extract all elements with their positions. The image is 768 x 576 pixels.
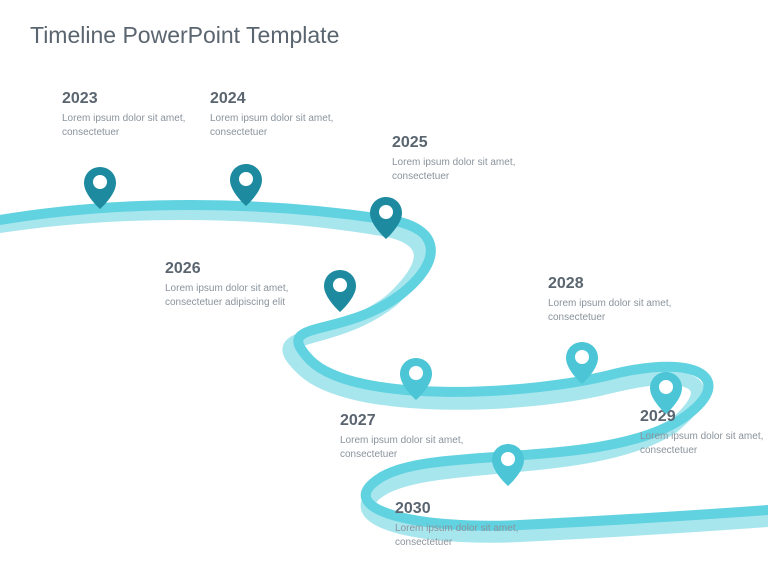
milestone-2028: 2028 Lorem ipsum dolor sit amet, consecte… (548, 275, 698, 324)
milestone-desc: Lorem ipsum dolor sit amet, consectetuer (395, 522, 545, 549)
map-pin-icon (648, 370, 684, 416)
milestone-2024: 2024 Lorem ipsum dolor sit amet, consecte… (210, 90, 360, 139)
milestone-desc: Lorem ipsum dolor sit amet, consectetuer (340, 434, 490, 461)
milestone-year: 2024 (210, 90, 360, 108)
milestone-2025: 2025 Lorem ipsum dolor sit amet, consecte… (392, 134, 542, 183)
milestone-2026: 2026 Lorem ipsum dolor sit amet, consecte… (165, 260, 315, 309)
milestone-year: 2023 (62, 90, 212, 108)
milestone-desc: Lorem ipsum dolor sit amet, consectetuer (210, 112, 360, 139)
milestone-year: 2027 (340, 412, 490, 430)
milestone-2027: 2027 Lorem ipsum dolor sit amet, consecte… (340, 412, 490, 461)
map-pin-icon (398, 356, 434, 402)
map-pin-icon (368, 195, 404, 241)
milestone-year: 2030 (395, 500, 545, 518)
milestone-desc: Lorem ipsum dolor sit amet, consectetuer… (165, 282, 315, 309)
map-pin-icon (564, 340, 600, 386)
milestone-2030: 2030 Lorem ipsum dolor sit amet, consecte… (395, 500, 545, 549)
milestone-desc: Lorem ipsum dolor sit amet, consectetuer (62, 112, 212, 139)
milestone-desc: Lorem ipsum dolor sit amet, consectetuer (548, 297, 698, 324)
map-pin-icon (490, 442, 526, 488)
milestone-year: 2025 (392, 134, 542, 152)
milestone-desc: Lorem ipsum dolor sit amet, consectetuer (640, 430, 768, 457)
milestone-year: 2026 (165, 260, 315, 278)
milestone-2023: 2023 Lorem ipsum dolor sit amet, consecte… (62, 90, 212, 139)
map-pin-icon (322, 268, 358, 314)
map-pin-icon (228, 162, 264, 208)
map-pin-icon (82, 165, 118, 211)
milestone-desc: Lorem ipsum dolor sit amet, consectetuer (392, 156, 542, 183)
milestone-year: 2028 (548, 275, 698, 293)
